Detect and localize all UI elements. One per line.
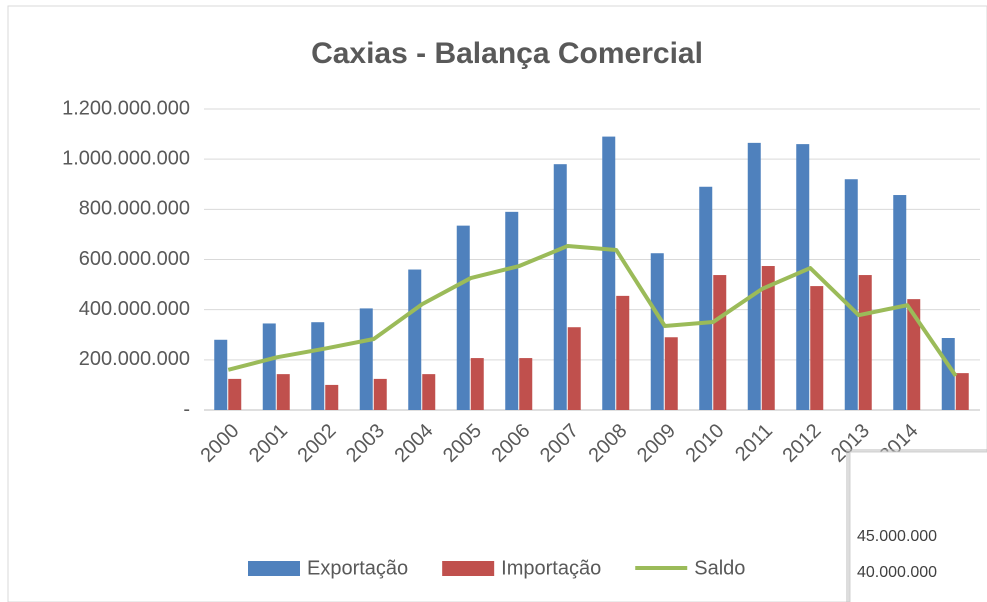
y-tick-label: 1.200.000.000 [62, 97, 190, 119]
chart-title: Caxias - Balança Comercial [311, 37, 703, 70]
y-tick-label: - [183, 398, 190, 420]
chart-frame [7, 5, 987, 602]
legend-label: Importação [501, 557, 601, 579]
bar [893, 195, 907, 410]
y-tick-label: 800.000.000 [79, 198, 190, 220]
y-tick-label: 1.000.000.000 [62, 147, 190, 169]
bar [713, 275, 727, 410]
bar [602, 136, 616, 410]
bar [505, 211, 519, 410]
overlay-label: 40.000.000 [857, 564, 937, 581]
legend-label: Exportação [307, 557, 408, 579]
bar [941, 338, 955, 410]
bar [519, 358, 533, 410]
legend-swatch [248, 561, 300, 576]
bar [699, 186, 713, 410]
legend-swatch [442, 561, 495, 576]
bar [311, 322, 325, 410]
bar [567, 327, 581, 410]
bar [664, 337, 678, 410]
line-series [227, 243, 958, 378]
bar [470, 358, 484, 410]
bar [955, 373, 969, 410]
bar [796, 144, 810, 410]
bar [262, 323, 276, 410]
y-tick-label: 400.000.000 [79, 298, 190, 320]
y-tick-label: 200.000.000 [79, 348, 190, 370]
bar [214, 339, 228, 410]
bar [616, 295, 630, 410]
bar [907, 299, 921, 410]
legend-label: Saldo [694, 557, 745, 579]
y-tick-label: 600.000.000 [79, 248, 190, 270]
bar [761, 266, 775, 410]
overlay-label: 45.000.000 [857, 528, 937, 545]
bar [359, 308, 373, 410]
bar [844, 179, 858, 410]
bar [325, 384, 339, 410]
overlay-panel: 45.000.000 40.000.000 [846, 449, 987, 602]
bar [276, 374, 290, 410]
bar [650, 253, 664, 410]
overlay-box [849, 451, 987, 602]
bar [553, 164, 567, 410]
bar [810, 286, 824, 410]
bar [858, 275, 872, 410]
bar [747, 142, 761, 411]
bar [456, 225, 470, 410]
bar [408, 269, 422, 410]
bar [228, 378, 242, 410]
bar [373, 378, 387, 410]
bar [422, 374, 436, 410]
